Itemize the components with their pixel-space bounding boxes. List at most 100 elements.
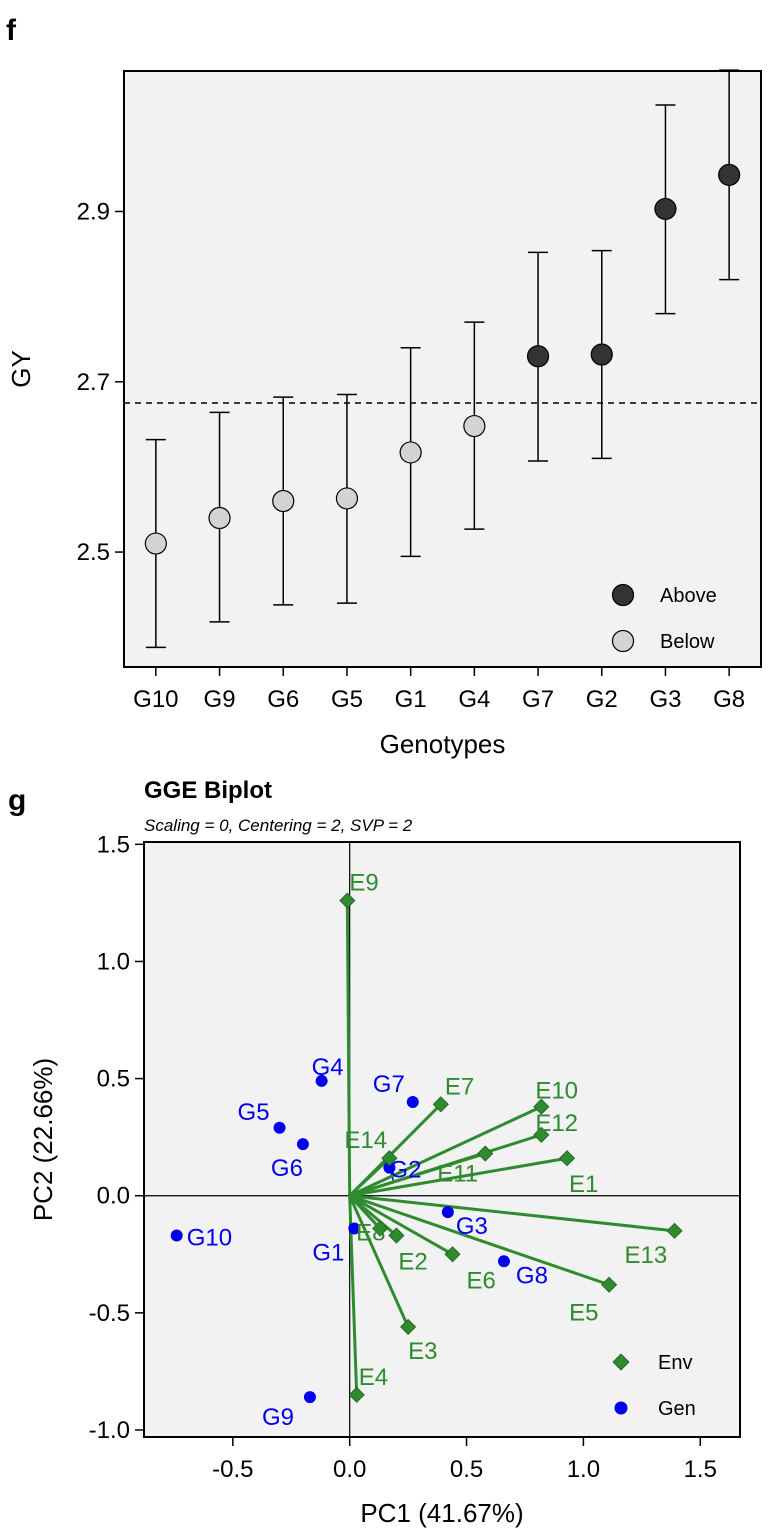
genotype-label-G7: G7 [373, 1071, 405, 1098]
env-marker-E9 [339, 892, 356, 909]
data-point-G5 [335, 487, 359, 510]
x-tick-label: G3 [649, 686, 681, 713]
legend-label: Below [660, 631, 715, 653]
x-tick-label: 1.0 [567, 1456, 600, 1483]
env-label-E8: E8 [356, 1220, 385, 1247]
env-label-E10: E10 [535, 1078, 578, 1105]
env-vector-E6 [348, 1194, 454, 1256]
y-tick-label: -1.0 [89, 1417, 130, 1444]
env-marker-E8 [371, 1220, 389, 1237]
env-vector-E3 [348, 1195, 410, 1328]
legend-label: Env [658, 1352, 692, 1374]
legend-label: Above [660, 585, 717, 607]
x-tick-label: 1.5 [684, 1456, 717, 1483]
x-tick-label: 0.5 [450, 1456, 483, 1483]
genotype-point-G7 [406, 1096, 419, 1109]
genotype-point-G2 [383, 1161, 396, 1174]
x-tick-label: G2 [586, 686, 618, 713]
y-tick-label: 1.5 [97, 831, 130, 858]
env-marker-E10 [533, 1098, 550, 1115]
genotype-label-G3: G3 [456, 1213, 488, 1240]
genotype-label-G10: G10 [187, 1225, 232, 1252]
chart-title: GGE Biplot [144, 777, 272, 804]
y-tick-label: 2.7 [77, 369, 110, 396]
env-label-E2: E2 [398, 1249, 427, 1276]
env-label-E13: E13 [625, 1242, 668, 1269]
env-marker-E14 [381, 1150, 398, 1167]
data-point-G2 [590, 343, 613, 366]
genotype-point-G5 [273, 1121, 286, 1134]
data-point-G7 [526, 345, 550, 368]
env-vector-E12 [349, 1133, 542, 1198]
legend-marker-gen [614, 1401, 628, 1415]
x-tick-label: G9 [204, 686, 236, 713]
env-marker-E11 [477, 1145, 494, 1162]
env-marker-E2 [388, 1227, 405, 1244]
y-axis-title: PC2 (22.66%) [28, 1058, 58, 1221]
data-point-G3 [654, 197, 677, 221]
genotype-label-G6: G6 [271, 1155, 303, 1182]
data-point-G1 [399, 441, 422, 464]
y-tick-label: 1.0 [97, 948, 130, 975]
legend-marker-env [612, 1353, 630, 1371]
plot-area [123, 70, 762, 668]
env-marker-E4 [348, 1386, 365, 1403]
x-tick-label: G5 [331, 686, 363, 713]
genotype-label-G1: G1 [312, 1240, 344, 1267]
panel-label-f: f [6, 14, 17, 47]
genotype-point-G4 [315, 1074, 328, 1087]
genotype-label-G2: G2 [389, 1157, 421, 1184]
genotype-yield-chart: 2.5 2.7 2.9 G10 G9 G6 G5 G1 G4 G7 G2 G3 G8 Above Below… [6, 69, 762, 759]
env-marker-E3 [400, 1318, 417, 1335]
genotype-label-G9: G9 [262, 1404, 294, 1431]
genotype-label-G4: G4 [312, 1054, 344, 1081]
x-tick-label: G4 [458, 686, 490, 713]
y-tick-label: 0.0 [97, 1183, 130, 1210]
data-point-G10 [144, 532, 167, 555]
env-label-E3: E3 [408, 1338, 437, 1365]
data-point-G9 [208, 506, 231, 530]
data-point-G4 [463, 414, 486, 438]
data-point-G6 [272, 489, 295, 513]
env-label-E5: E5 [569, 1300, 598, 1327]
genotype-label-G8: G8 [516, 1262, 548, 1289]
genotype-point-G3 [441, 1206, 454, 1219]
genotype-point-G10 [170, 1229, 183, 1242]
y-axis-title: GY [6, 350, 36, 388]
env-marker-E1 [558, 1150, 576, 1167]
env-label-E1: E1 [569, 1171, 598, 1198]
env-marker-E7 [432, 1096, 449, 1113]
x-tick-label: G10 [133, 686, 178, 713]
legend-marker-below [611, 629, 635, 653]
env-marker-E5 [601, 1276, 618, 1293]
env-label-E9: E9 [349, 870, 378, 897]
genotype-label-G5: G5 [238, 1099, 270, 1126]
genotype-point-G6 [296, 1138, 309, 1151]
plot-area [143, 841, 741, 1438]
env-label-E12: E12 [535, 1110, 578, 1137]
x-tick-label: -0.5 [212, 1456, 253, 1483]
y-tick-label: 2.5 [77, 539, 110, 566]
genotype-point-G8 [497, 1255, 510, 1268]
env-marker-E12 [533, 1126, 550, 1143]
env-label-E7: E7 [445, 1073, 474, 1100]
gge-biplot: GGE Biplot Scaling = 0, Centering = 2, SV… [28, 777, 741, 1528]
data-point-G8 [718, 163, 741, 186]
env-vector-E13 [349, 1194, 675, 1233]
y-tick-label: -0.5 [89, 1300, 130, 1327]
genotype-point-G1 [348, 1222, 361, 1235]
chart-subtitle: Scaling = 0, Centering = 2, SVP = 2 [144, 816, 413, 835]
env-label-E6: E6 [467, 1267, 496, 1294]
panel-label-g: g [8, 784, 26, 817]
x-tick-label: G6 [267, 686, 299, 713]
x-axis-title: PC1 (41.67%) [360, 1498, 523, 1528]
genotype-point-G9 [303, 1391, 316, 1404]
y-tick-label: 0.5 [97, 1066, 130, 1093]
x-axis-title: Genotypes [380, 729, 506, 759]
env-marker-E6 [444, 1246, 461, 1263]
env-marker-E13 [666, 1222, 683, 1239]
env-label-E4: E4 [359, 1364, 388, 1391]
x-tick-label: G8 [713, 686, 745, 713]
